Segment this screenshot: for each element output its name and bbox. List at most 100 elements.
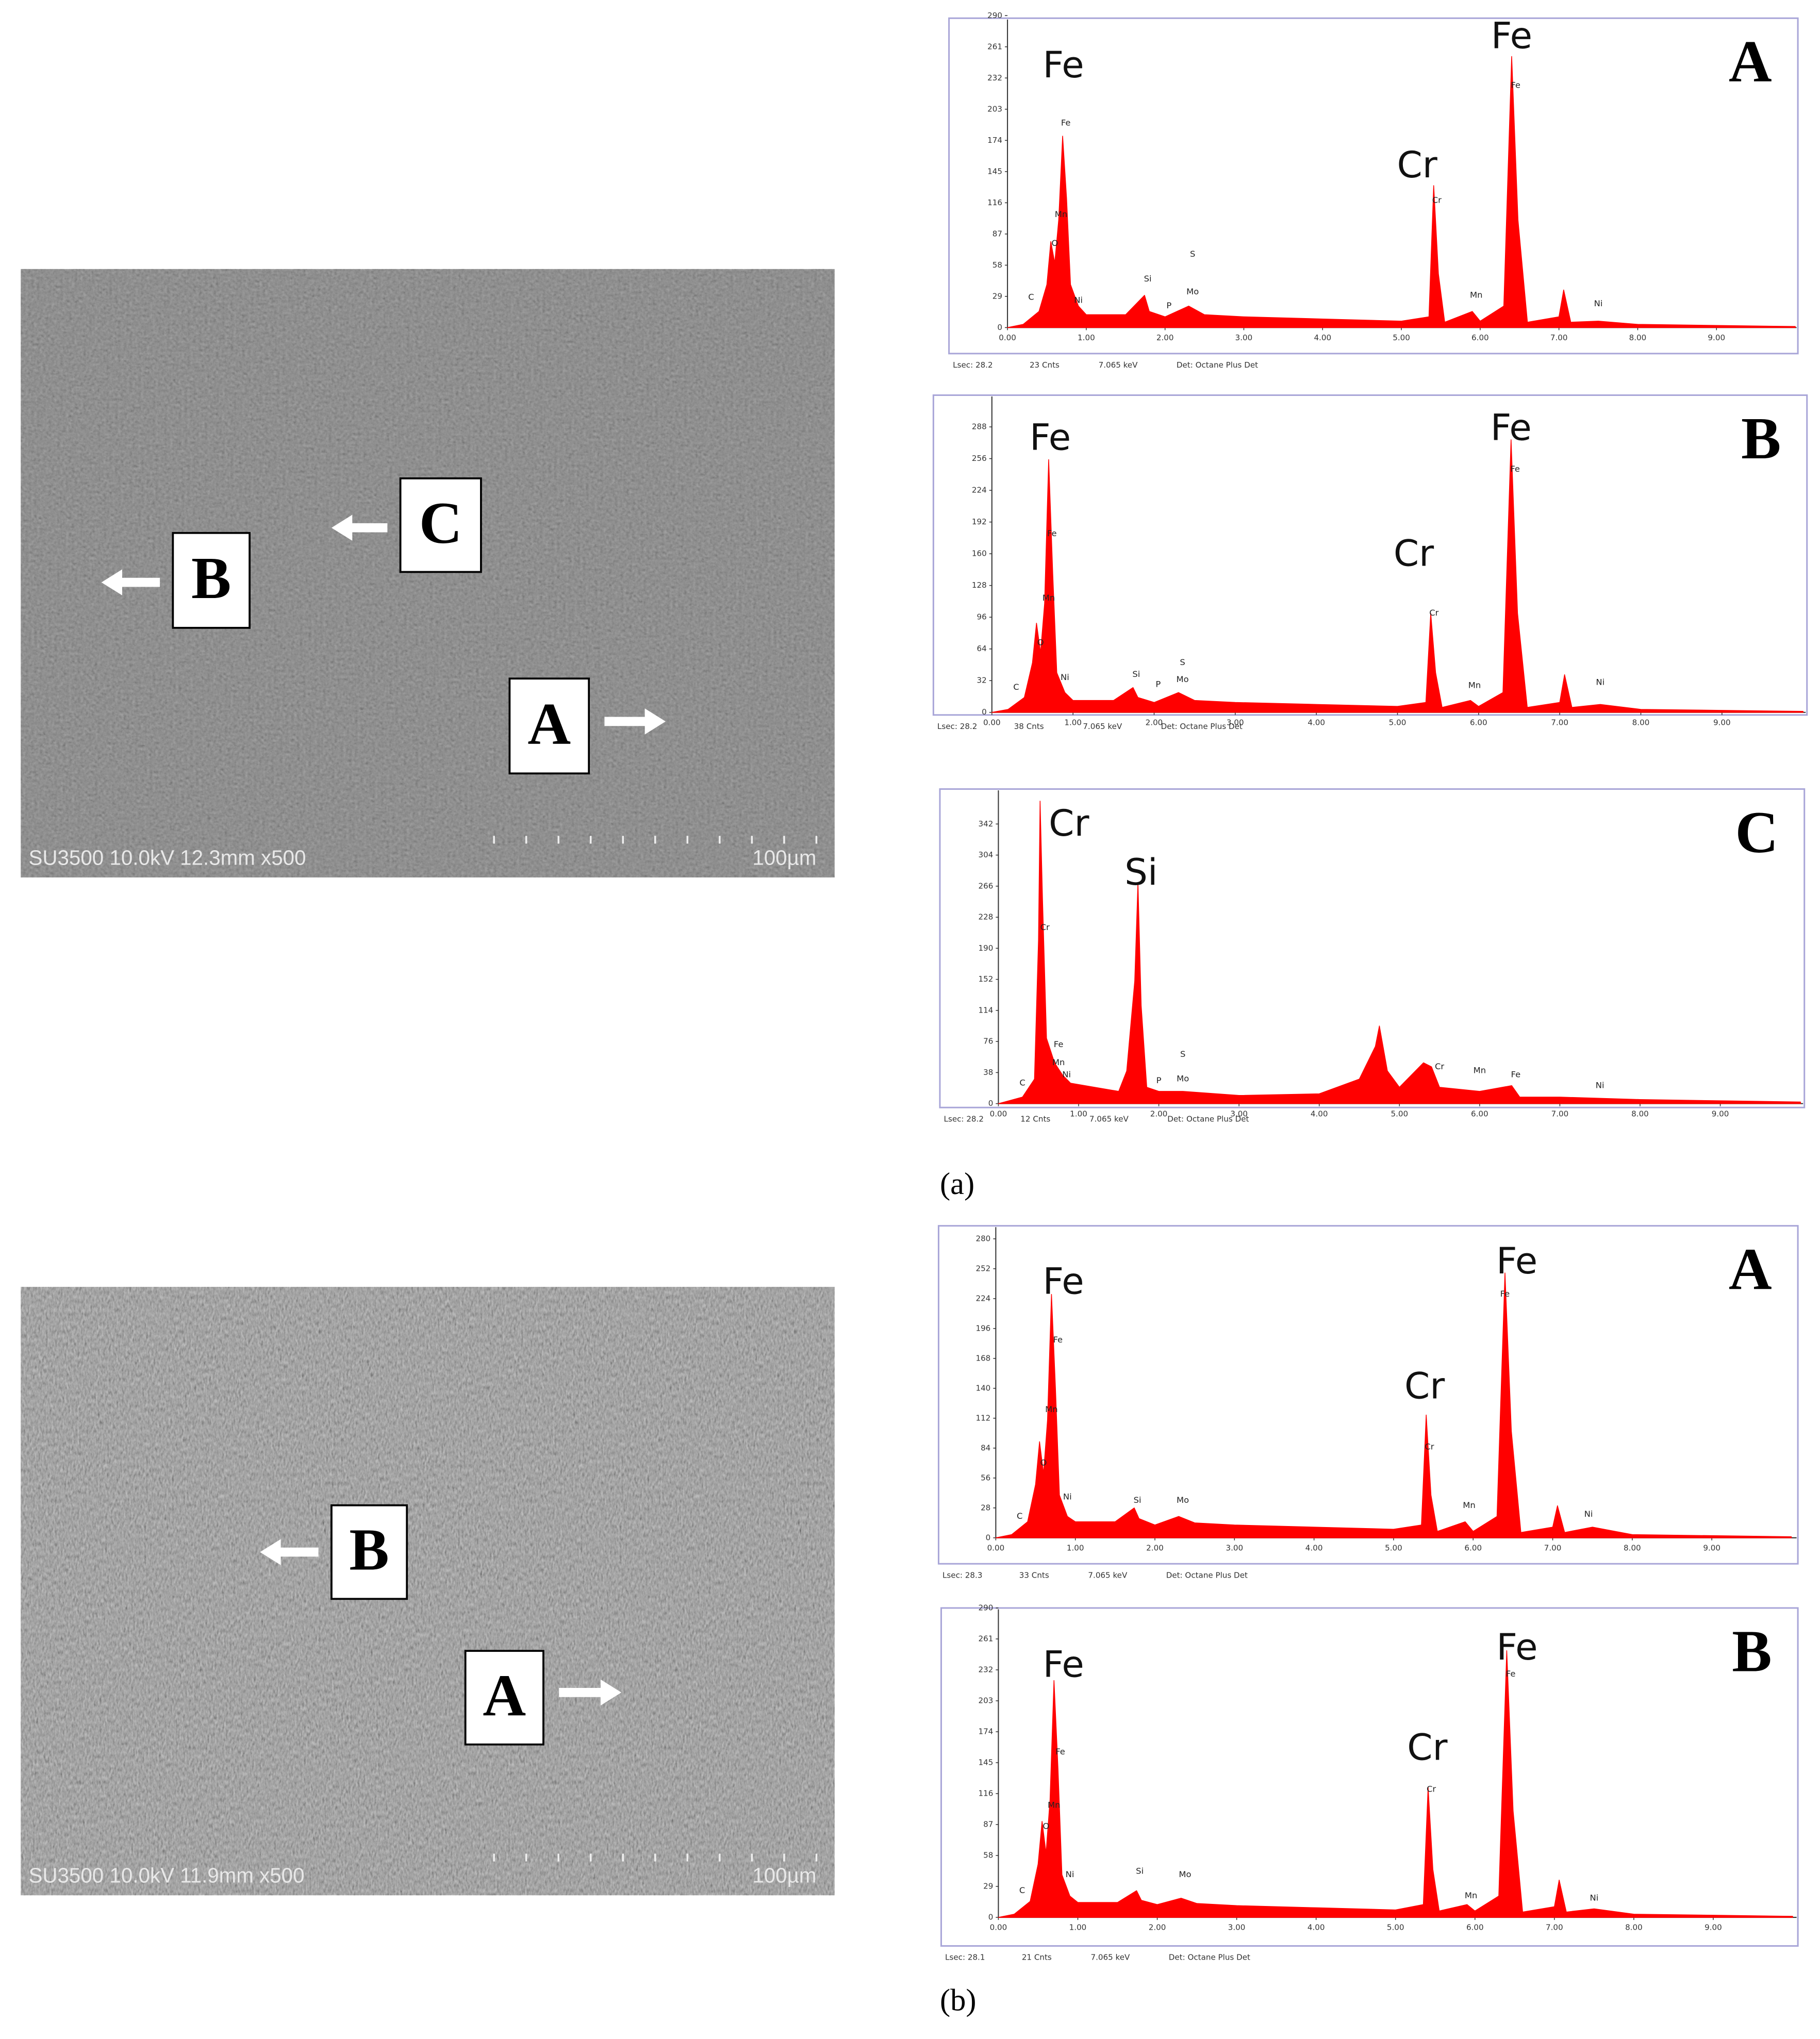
spectrum-area — [991, 439, 1804, 713]
y-tick-label: 32 — [977, 676, 987, 685]
y-tick-label: 174 — [987, 136, 1002, 145]
y-tick-label: 288 — [972, 422, 987, 432]
x-tick-label: 3.00 — [1226, 1543, 1243, 1552]
peak-label: Mo — [1176, 674, 1188, 684]
y-tick-label: 28 — [981, 1503, 990, 1512]
y-tick-label: 224 — [972, 486, 987, 495]
y-tick-label: 29 — [983, 1882, 993, 1891]
peak-label: Fe — [1500, 1289, 1510, 1299]
peak-label: Ni — [1074, 295, 1083, 305]
sem-texture — [21, 269, 835, 877]
peak-label: Mo — [1179, 1869, 1191, 1879]
y-tick-label: 0 — [997, 323, 1002, 332]
figure-content: SU3500 10.0kV 12.3mm x500 100µm C B A SU3500 … — [21, 11, 1808, 2017]
x-tick-label: 5.00 — [1387, 1923, 1404, 1932]
y-tick-label: 261 — [979, 1634, 994, 1643]
marker-letter: A — [483, 1663, 526, 1729]
peak-label: Fe — [1054, 1039, 1064, 1049]
peak-label: Cr — [1429, 608, 1438, 618]
x-tick-label: 3.00 — [1227, 718, 1244, 727]
peak-label: O — [1040, 1457, 1047, 1467]
spectrum-letter: C — [1735, 800, 1779, 866]
x-tick-label: 9.00 — [1705, 1923, 1722, 1932]
x-tick-label: 2.00 — [1146, 718, 1163, 727]
x-tick-label: 8.00 — [1632, 718, 1650, 727]
y-tick-label: 203 — [987, 104, 1002, 113]
y-tick-label: 152 — [979, 974, 994, 984]
y-tick-label: 192 — [972, 517, 987, 526]
y-tick-label: 145 — [979, 1758, 994, 1767]
marker-arrow — [331, 515, 388, 541]
marker-arrow — [559, 1679, 622, 1706]
spectrum-footer: Det: Octane Plus Det — [1169, 1953, 1250, 1962]
peak-label: P — [1155, 679, 1161, 689]
peak-label: Ni — [1063, 1492, 1072, 1502]
element-label: Cr — [1049, 802, 1089, 844]
element-label: Cr — [1404, 1364, 1445, 1407]
element-label: Cr — [1397, 143, 1437, 186]
y-tick-label: 196 — [975, 1323, 990, 1333]
x-tick-label: 3.00 — [1235, 333, 1253, 342]
x-tick-label: 1.00 — [1064, 718, 1082, 727]
peak-label: Cr — [1425, 1441, 1434, 1451]
marker-arrow — [604, 708, 666, 735]
x-tick-label: 7.00 — [1551, 718, 1568, 727]
peak-label: Mn — [1055, 209, 1068, 219]
marker-box — [330, 1504, 408, 1600]
spectrum-frame — [948, 17, 1799, 355]
element-label: Cr — [1407, 1726, 1448, 1769]
peak-label: Fe — [1510, 464, 1520, 474]
element-label: Fe — [1043, 43, 1084, 86]
y-tick-label: 224 — [975, 1294, 990, 1303]
x-tick-label: 8.00 — [1624, 1543, 1641, 1552]
y-tick-label: 38 — [983, 1068, 993, 1077]
y-tick-label: 0 — [986, 1533, 991, 1542]
peak-label: Ni — [1596, 1080, 1604, 1090]
peak-label: Mn — [1470, 290, 1483, 300]
x-tick-label: 9.00 — [1708, 333, 1725, 342]
peak-label: C — [1013, 682, 1019, 692]
peak-label: Mn — [1045, 1404, 1058, 1414]
peak-label: C — [1028, 292, 1034, 302]
x-tick-label: 7.00 — [1550, 333, 1568, 342]
peak-label: C — [1019, 1885, 1025, 1895]
sem-texture — [21, 1287, 835, 1896]
x-tick-label: 6.00 — [1464, 1543, 1482, 1552]
peak-label: Fe — [1061, 118, 1071, 127]
element-label: Fe — [1496, 1239, 1537, 1282]
peak-label: S — [1190, 249, 1195, 259]
spectrum-footer: 7.065 keV — [1099, 360, 1138, 370]
y-tick-label: 174 — [979, 1727, 994, 1736]
x-tick-label: 6.00 — [1471, 333, 1489, 342]
peak-label: Fe — [1511, 80, 1520, 90]
x-tick-label: 8.00 — [1625, 1923, 1643, 1932]
y-tick-label: 290 — [987, 11, 1002, 20]
peak-label: Si — [1132, 669, 1140, 679]
peak-label: Fe — [1511, 1070, 1521, 1080]
spectrum-footer: 33 Cnts — [1019, 1570, 1049, 1580]
peak-label: Mo — [1186, 287, 1199, 296]
peak-label: Ni — [1584, 1509, 1593, 1519]
sem-scale-label: 100µm — [752, 846, 816, 869]
spectrum-footer: Lsec: 28.2 — [944, 1114, 984, 1123]
x-tick-label: 7.00 — [1546, 1923, 1563, 1932]
peak-label: Ni — [1066, 1869, 1074, 1879]
spectrum-footer: 38 Cnts — [1014, 722, 1044, 731]
peak-label: S — [1180, 1049, 1185, 1059]
x-tick-label: 2.00 — [1149, 1923, 1166, 1932]
peak-label: Si — [1144, 274, 1152, 284]
peak-label: Mn — [1474, 1066, 1486, 1075]
peak-label: O — [1037, 638, 1044, 648]
y-tick-label: 304 — [979, 850, 994, 859]
y-tick-label: 112 — [975, 1413, 990, 1422]
x-tick-label: 8.00 — [1629, 333, 1647, 342]
y-tick-label: 252 — [975, 1264, 990, 1273]
peak-label: Fe — [1047, 528, 1057, 538]
spectrum-footer: Lsec: 28.2 — [937, 722, 977, 731]
x-tick-label: 0.00 — [999, 333, 1016, 342]
peak-label: C — [1017, 1511, 1022, 1521]
x-tick-label: 6.00 — [1466, 1923, 1484, 1932]
x-tick-label: 0.00 — [987, 1543, 1005, 1552]
y-tick-label: 290 — [979, 1603, 994, 1612]
peak-label: O — [1051, 238, 1058, 248]
